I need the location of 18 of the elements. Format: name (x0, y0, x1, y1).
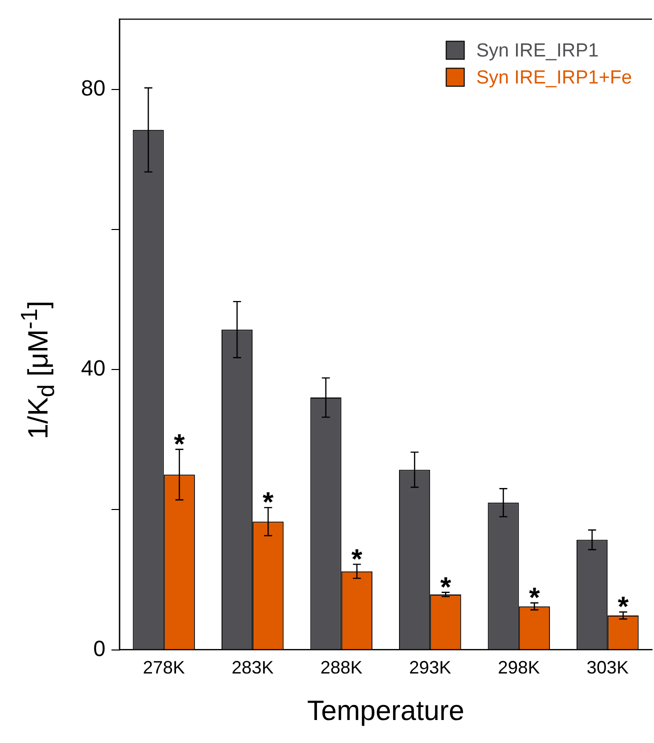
annotation: * (618, 590, 629, 622)
y-tick-label: 80 (80, 75, 106, 100)
annotation: * (262, 486, 274, 518)
x-tick-label: 278K (142, 658, 185, 678)
annotation: * (351, 543, 362, 574)
x-axis-title: Temperature (307, 694, 464, 726)
annotation: * (440, 571, 452, 602)
annotation: * (528, 582, 540, 613)
x-tick-label: 303K (586, 658, 629, 678)
x-tick-label: 283K (232, 658, 274, 678)
annotation: * (174, 428, 185, 460)
y-tick-label: 0 (93, 636, 106, 661)
x-tick-label: 288K (320, 658, 362, 678)
y-tick-label: 40 (80, 356, 106, 381)
legend-label: Syn IRE_IRP1 (476, 40, 599, 62)
legend-label: Syn IRE_IRP1+Fe (476, 67, 632, 88)
x-tick-label: 293K (409, 658, 452, 678)
x-tick-label: 298K (498, 658, 540, 678)
